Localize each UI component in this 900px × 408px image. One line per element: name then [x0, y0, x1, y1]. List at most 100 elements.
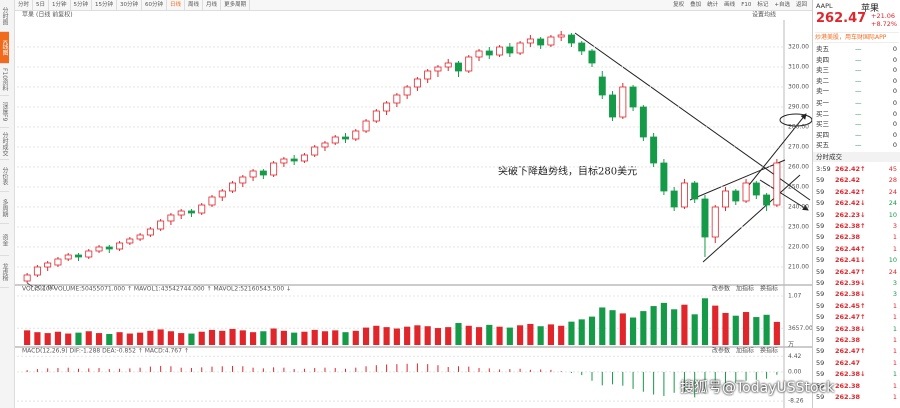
candle-body — [270, 162, 278, 176]
candle-body — [362, 120, 370, 132]
trade-volume: 1 — [892, 313, 897, 322]
y-tick-label: 230.00 — [788, 224, 809, 231]
candle-body — [372, 110, 380, 122]
trade-volume: 24 — [888, 199, 897, 208]
sidebar-tab[interactable]: F10资料 — [0, 64, 9, 96]
candle-body — [557, 34, 565, 38]
period-tab[interactable]: 月线 — [203, 0, 222, 10]
sidebar-tab[interactable]: 龙虎榜 — [0, 256, 9, 288]
trade-price: 262.38 — [835, 381, 861, 390]
sidebar-tab[interactable]: 分价表 — [0, 160, 9, 192]
bar — [732, 315, 739, 345]
y-tick-label: 290.00 — [788, 104, 809, 111]
tool-button[interactable]: 返回 — [795, 2, 807, 8]
trade-row: 59 262.47↑ 1 — [815, 346, 899, 356]
sidebar-tab[interactable]: 分时图 — [0, 0, 9, 32]
bar — [178, 333, 185, 345]
trade-volume: 10 — [888, 256, 897, 265]
panel-button: 加指标 — [736, 347, 754, 355]
ma-setting[interactable]: 设置均线 — [752, 11, 776, 19]
bar — [404, 326, 411, 345]
bar — [108, 369, 110, 372]
bar — [190, 368, 192, 372]
bar — [529, 369, 531, 372]
bar — [601, 371, 603, 386]
period-tab[interactable]: 60分钟 — [142, 0, 168, 10]
bar — [725, 371, 727, 387]
bar — [311, 329, 318, 345]
tool-button[interactable]: 叠加 — [690, 2, 702, 8]
period-tab[interactable]: 30分钟 — [117, 0, 143, 10]
period-tab[interactable]: 更多周期 — [221, 0, 251, 10]
bar — [34, 332, 41, 345]
trade-row: 59 262.44↑ 1 — [815, 244, 899, 254]
period-tab[interactable]: 1分钟 — [49, 0, 71, 10]
sidebar-tab[interactable]: K线图 — [0, 32, 9, 64]
candle-body — [403, 86, 411, 96]
bar — [170, 366, 172, 372]
tool-button[interactable]: 复权 — [673, 2, 685, 8]
tool-button[interactable]: F10 — [741, 2, 752, 8]
book-price: — — [855, 99, 862, 107]
bar — [609, 310, 616, 345]
trade-time: 59 — [816, 244, 825, 253]
tool-button[interactable]: 标记 — [757, 2, 769, 8]
trade-time: 59 — [816, 222, 825, 230]
y-tick-label: 220.00 — [788, 244, 809, 251]
period-tab[interactable]: 15分钟 — [92, 0, 118, 10]
bar — [588, 316, 596, 345]
period-tab[interactable]: 分时 — [15, 0, 34, 10]
candle-body — [763, 194, 771, 206]
bar — [745, 371, 747, 381]
bar — [149, 366, 151, 372]
downtrend-line — [574, 32, 811, 201]
tool-button[interactable]: 画线 — [724, 2, 736, 8]
y-tick-label: 210.00 — [788, 264, 809, 271]
candle-body — [444, 62, 452, 68]
bar — [776, 371, 778, 375]
ad[interactable]: 炒港美股，用车财国际APP — [815, 32, 899, 43]
trade-price: 262.38↓ — [835, 324, 866, 333]
candle-body — [229, 182, 237, 192]
tool-button[interactable]: +自选 — [774, 2, 790, 8]
book-volume: 0 — [892, 120, 897, 128]
y-tick-label: 1.07 — [788, 293, 802, 300]
bar — [691, 314, 698, 345]
sidebar-tab[interactable]: 分时成交 — [0, 128, 9, 160]
candle-body — [393, 94, 401, 104]
trade-row: 59 262.47↑ 24 — [815, 267, 899, 277]
trade-price: 262.23↓ — [835, 210, 866, 219]
period-tab[interactable]: 5分钟 — [71, 0, 93, 10]
candle-body — [619, 86, 627, 118]
bar — [26, 370, 28, 372]
bar — [129, 368, 131, 372]
sidebar-tab[interactable]: 资金 — [0, 224, 9, 256]
bar — [673, 371, 675, 393]
candle-body — [321, 142, 329, 148]
period-tab[interactable]: 5日 — [33, 0, 50, 10]
candle-body — [742, 182, 750, 202]
period-tab[interactable]: 周线 — [185, 0, 204, 10]
book-row: 卖五 — 0 — [815, 44, 899, 54]
bar — [488, 368, 490, 372]
bar — [509, 369, 511, 372]
tool-button[interactable]: 统计 — [707, 2, 719, 8]
bar — [24, 330, 31, 345]
y-tick-label: 270.00 — [788, 144, 809, 151]
candle-body — [537, 38, 545, 46]
trade-row: 59 262.38 1 — [815, 381, 899, 391]
trade-row: 59 262.38↓ 1 — [815, 324, 899, 334]
bar — [434, 328, 442, 345]
candle-body — [198, 204, 206, 214]
bar — [735, 371, 737, 383]
trade-time: 59 — [816, 324, 825, 333]
trade-time: 59 — [816, 176, 825, 185]
sidebar-tab[interactable]: 多周期 — [0, 192, 9, 224]
candle-body — [23, 274, 31, 282]
sidebar-tab[interactable]: 深度F9 — [0, 96, 9, 128]
bar — [714, 371, 716, 390]
candle-body — [85, 250, 93, 258]
bar — [332, 330, 339, 345]
trade-price: 262.39↓ — [835, 279, 866, 287]
period-tab[interactable]: 日线 — [167, 0, 186, 10]
